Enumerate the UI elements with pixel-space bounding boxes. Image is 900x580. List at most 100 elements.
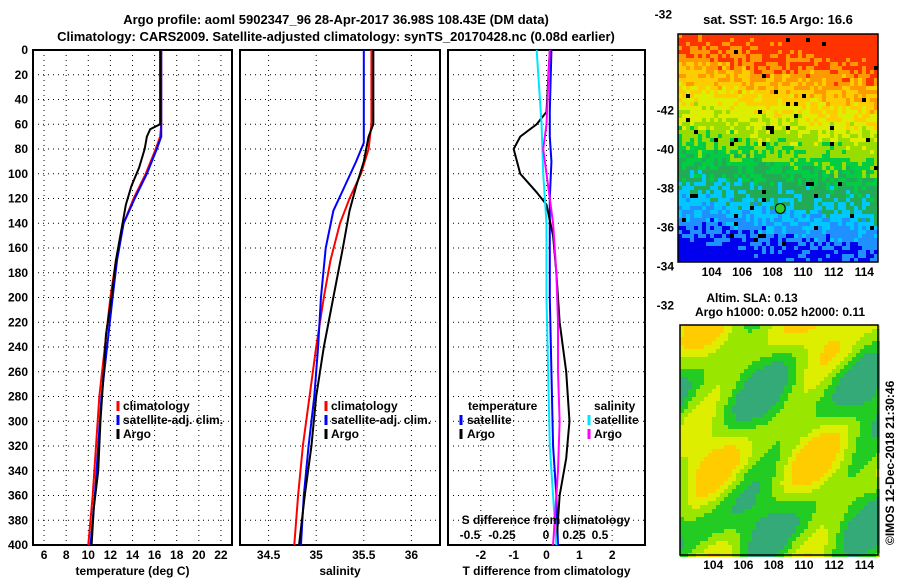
- map-pixel: [728, 473, 732, 477]
- map-pixel: [806, 194, 810, 198]
- map-pixel: [690, 46, 694, 50]
- map-pixel: [788, 433, 792, 437]
- map-pixel: [746, 210, 750, 214]
- map-pixel: [846, 170, 850, 174]
- map-pixel: [722, 242, 726, 246]
- map-pixel: [722, 106, 726, 110]
- map-pixel: [874, 174, 878, 178]
- map-pixel: [758, 206, 762, 210]
- map-pixel: [698, 214, 702, 218]
- map-pixel: [820, 453, 824, 457]
- map-pixel: [758, 142, 762, 146]
- map-pixel: [734, 86, 738, 90]
- map-pixel: [746, 70, 750, 74]
- map-pixel: [758, 186, 762, 190]
- map-pixel: [792, 449, 796, 453]
- map-pixel: [856, 333, 860, 337]
- map-pixel: [806, 214, 810, 218]
- map-pixel: [758, 90, 762, 94]
- map-pixel: [708, 397, 712, 401]
- map-pixel: [854, 198, 858, 202]
- map-pixel: [754, 50, 758, 54]
- map-pixel: [832, 377, 836, 381]
- map-pixel: [810, 134, 814, 138]
- map-pixel: [680, 345, 684, 349]
- map-pixel: [788, 453, 792, 457]
- map-pixel: [840, 329, 844, 333]
- map-pixel: [688, 377, 692, 381]
- map-pixel: [804, 357, 808, 361]
- map-pixel: [874, 106, 878, 110]
- map-pixel: [866, 118, 870, 122]
- map-pixel: [794, 82, 798, 86]
- map-pixel: [790, 86, 794, 90]
- map-pixel: [832, 453, 836, 457]
- map-pixel: [742, 70, 746, 74]
- map-pixel: [706, 118, 710, 122]
- map-pixel: [788, 329, 792, 333]
- map-pixel: [750, 258, 754, 262]
- map-pixel: [678, 106, 682, 110]
- map-pixel: [822, 150, 826, 154]
- map-pixel: [794, 34, 798, 38]
- map-pixel: [764, 325, 768, 329]
- map-pixel: [794, 258, 798, 262]
- map-pixel: [792, 417, 796, 421]
- map-pixel: [836, 417, 840, 421]
- map-pixel: [846, 142, 850, 146]
- map-pixel: [814, 138, 818, 142]
- map-pixel: [744, 333, 748, 337]
- map-pixel: [716, 469, 720, 473]
- map-pixel: [726, 154, 730, 158]
- map-pixel: [838, 74, 842, 78]
- series-line-satellite-adj-clim-: [299, 50, 365, 546]
- map-pixel: [716, 453, 720, 457]
- map-pixel: [852, 429, 856, 433]
- map-pixel: [810, 154, 814, 158]
- map-pixel: [814, 250, 818, 254]
- map-pixel: [792, 381, 796, 385]
- map-pixel: [678, 70, 682, 74]
- map-pixel: [754, 170, 758, 174]
- map-pixel: [750, 162, 754, 166]
- map-pixel: [828, 333, 832, 337]
- map-pixel: [846, 230, 850, 234]
- map-pixel: [872, 369, 876, 373]
- map-pixel: [820, 469, 824, 473]
- map-pixel: [718, 190, 722, 194]
- map-pixel: [798, 222, 802, 226]
- map-pixel: [778, 38, 782, 42]
- map-pixel: [872, 465, 876, 469]
- map-pixel: [814, 122, 818, 126]
- map-pixel: [756, 341, 760, 345]
- map-pixel: [762, 134, 766, 138]
- map-pixel: [732, 389, 736, 393]
- map-pixel: [804, 473, 808, 477]
- map-pixel: [680, 365, 684, 369]
- map-pixel: [768, 401, 772, 405]
- map-pixel: [830, 38, 834, 42]
- map-pixel: [758, 238, 762, 242]
- map-pixel: [712, 417, 716, 421]
- map-pixel: [826, 238, 830, 242]
- map-pixel: [750, 106, 754, 110]
- map-pixel: [768, 341, 772, 345]
- map-pixel: [818, 134, 822, 138]
- map-pixel: [860, 405, 864, 409]
- map-pixel: [756, 345, 760, 349]
- map-pixel: [850, 246, 854, 250]
- map-pixel: [710, 126, 714, 130]
- map-pixel: [832, 409, 836, 413]
- map-pixel: [800, 457, 804, 461]
- map-pixel: [682, 122, 686, 126]
- map-pixel: [700, 469, 704, 473]
- map-pixel: [778, 170, 782, 174]
- map-pixel: [838, 206, 842, 210]
- map-pixel: [776, 425, 780, 429]
- map-pixel: [850, 194, 854, 198]
- map-pixel: [750, 206, 754, 210]
- legend-label: satellite: [594, 413, 639, 427]
- map-pixel: [822, 182, 826, 186]
- map-pixel: [816, 461, 820, 465]
- map-pixel: [826, 218, 830, 222]
